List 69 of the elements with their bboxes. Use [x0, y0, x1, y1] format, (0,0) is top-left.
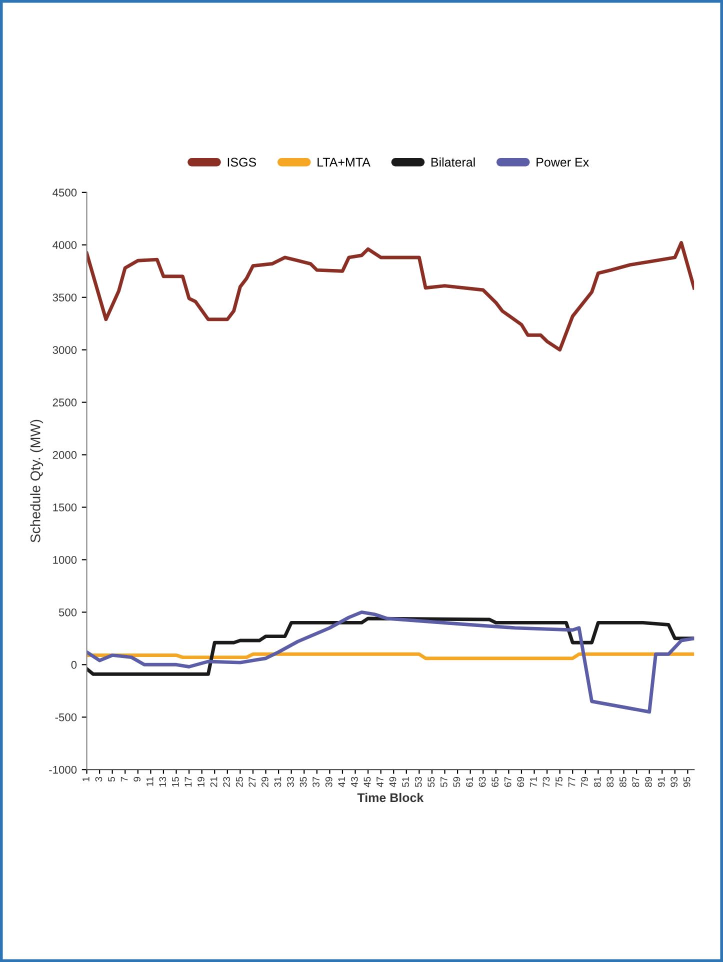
y-tick-label: 1000	[53, 556, 77, 564]
x-tick-label: 67	[504, 777, 512, 787]
x-tick-label: 41	[338, 777, 345, 788]
legend-label: Bilateral	[431, 157, 475, 167]
x-tick-label: 89	[645, 777, 652, 787]
x-tick-label: 81	[594, 777, 601, 787]
x-tick-label: 57	[440, 777, 448, 787]
x-tick-label: 43	[350, 776, 358, 788]
legend-label: Power Ex	[536, 158, 589, 167]
x-tick-label: 21	[210, 777, 218, 787]
x-tick-label: 47	[376, 777, 384, 788]
x-tick-label: 29	[261, 777, 268, 787]
x-tick-label: 53	[414, 776, 422, 787]
y-tick-label: -500	[55, 713, 77, 722]
x-tick-label: 35	[300, 776, 307, 787]
x-tick-label: 71	[530, 777, 537, 787]
x-tick-label: 45	[364, 776, 371, 788]
x-tick-label: 7	[120, 777, 128, 782]
x-tick-label: 63	[478, 776, 486, 787]
y-tick-label: 4000	[52, 241, 77, 250]
x-tick-label: 23	[223, 776, 230, 787]
line-series	[86, 616, 694, 676]
legend-label: LTA+MTA	[318, 158, 370, 167]
y-tick-label: -1000	[49, 766, 77, 774]
x-tick-label: 93	[670, 776, 678, 787]
x-tick-label: 85	[619, 776, 626, 787]
x-tick-label: 69	[517, 777, 524, 787]
x-axis-title: Time Block	[357, 792, 424, 802]
x-tick-label: 83	[606, 776, 614, 787]
x-tick-label: 73	[542, 776, 550, 787]
x-tick-label: 19	[198, 777, 204, 787]
x-tick-label: 49	[389, 777, 396, 788]
x-tick-label: 33	[287, 776, 294, 787]
x-tick-label: 87	[632, 777, 640, 787]
x-tick-label: 55	[428, 776, 435, 787]
x-tick-label: 1	[82, 777, 90, 782]
x-tick-label: 39	[325, 777, 332, 787]
x-tick-label: 15	[172, 776, 179, 787]
legend-label: ISGS	[228, 158, 256, 167]
y-tick-label: 3000	[52, 346, 77, 354]
y-tick-label: 4500	[52, 188, 77, 197]
x-tick-label: 37	[312, 777, 320, 787]
line-series	[86, 241, 694, 352]
x-tick-label: 75	[556, 776, 562, 787]
x-tick-label: 13	[159, 776, 166, 787]
y-axis-title: Schedule Qty. (MW)	[30, 420, 44, 542]
x-tick-label: 27	[248, 777, 256, 787]
y-tick-label: 1500	[53, 504, 77, 512]
x-tick-label: 3	[95, 776, 102, 782]
y-tick-label: 2000	[52, 451, 77, 459]
x-tick-label: 11	[146, 777, 154, 786]
line-series	[86, 610, 694, 714]
x-tick-label: 65	[492, 776, 499, 787]
x-tick-label: 61	[466, 777, 473, 787]
x-tick-label: 5	[108, 776, 115, 782]
x-tick-label: 59	[453, 777, 460, 787]
x-tick-label: 25	[236, 776, 243, 787]
y-tick-label: 3500	[52, 294, 77, 302]
x-tick-label: 51	[402, 777, 410, 787]
x-tick-label: 95	[683, 776, 690, 787]
y-tick-label: 500	[58, 608, 77, 616]
x-tick-label: 91	[658, 777, 665, 787]
x-tick-label: 9	[134, 777, 141, 782]
y-tick-label: 2500	[52, 398, 77, 406]
y-tick-label: 0	[71, 660, 77, 669]
x-tick-label: 31	[274, 777, 282, 787]
x-tick-label: 79	[581, 777, 588, 787]
x-tick-label: 77	[568, 777, 576, 787]
x-tick-label: 17	[184, 777, 192, 787]
